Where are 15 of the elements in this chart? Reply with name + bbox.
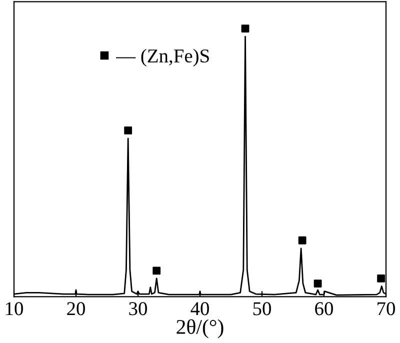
point: [152, 266, 161, 275]
x-tick-label: 70: [378, 302, 395, 316]
point: [377, 274, 385, 282]
x-tick-label: 40: [190, 302, 209, 316]
x-tick-label: 50: [253, 302, 271, 316]
point: [314, 280, 322, 288]
legend-label: — (Zn,Fe)S: [116, 48, 209, 66]
point: [124, 126, 132, 134]
point: [241, 24, 250, 32]
x-tick-label: 30: [129, 302, 147, 316]
x-axis-title: 2θ/(°): [176, 319, 224, 338]
x-tick-label: 10: [6, 302, 23, 316]
point: [298, 236, 306, 244]
x-tick-label: 20: [67, 302, 85, 316]
x-tick-label: 60: [315, 302, 333, 316]
